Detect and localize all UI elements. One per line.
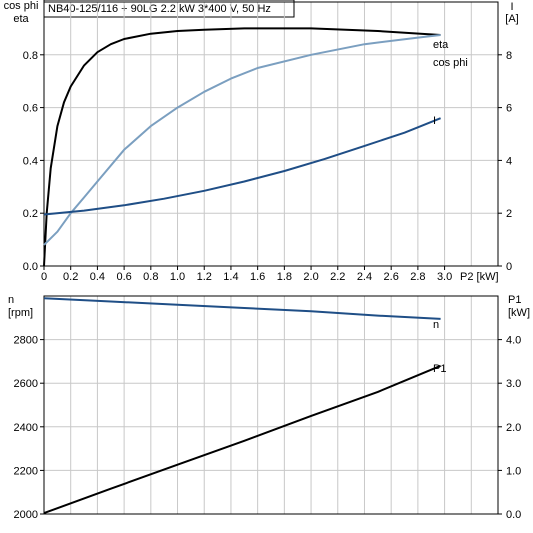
- top-right-tick-label: 2: [506, 208, 512, 220]
- bottom-series-n-label: n: [433, 319, 439, 331]
- bottom-left-tick-label: 2600: [14, 378, 38, 390]
- top-right-tick-label: 4: [506, 155, 512, 167]
- top-x-tick-label: 0.4: [90, 271, 105, 283]
- top-series-eta-line: [43, 27, 441, 267]
- top-x-tick-label: 2.4: [357, 271, 372, 283]
- bottom-right-tick-label: 2.0: [506, 422, 521, 434]
- top-y-right-label-1: I: [510, 1, 513, 13]
- bottom-left-tick-label: 2200: [14, 465, 38, 477]
- top-x-tick-label: 1.6: [250, 271, 265, 283]
- top-series-cos-phi-line: [43, 34, 441, 246]
- top-right-tick-label: 6: [506, 103, 512, 115]
- top-series-cos-phi-label: cos phi: [433, 57, 468, 69]
- bottom-right-tick-label: 4.0: [506, 335, 521, 347]
- bottom-y-right-label-2: [kW]: [508, 307, 530, 319]
- top-y-left-label-2: eta: [13, 13, 29, 25]
- top-left-tick-label: 0.8: [23, 50, 38, 62]
- top-x-tick-label: 3.0: [437, 271, 452, 283]
- bottom-left-tick-label: 2000: [14, 509, 38, 521]
- bottom-series-p1-line: [43, 364, 441, 515]
- bottom-left-tick-label: 2400: [14, 422, 38, 434]
- bottom-series-n-line: [43, 297, 441, 320]
- top-series-i-line: [43, 117, 441, 216]
- bottom-y-right-label-1: P1: [508, 294, 521, 306]
- top-series-i-label: I: [433, 115, 436, 127]
- bottom-right-tick-label: 0.0: [506, 509, 521, 521]
- bottom-y-left-label-1: n: [8, 294, 14, 306]
- top-series-eta-label: eta: [433, 39, 449, 51]
- bottom-y-left-label-2: [rpm]: [8, 307, 33, 319]
- top-left-tick-label: 0.2: [23, 208, 38, 220]
- top-left-tick-label: 0.6: [23, 103, 38, 115]
- top-right-tick-label: 0: [506, 261, 512, 273]
- top-x-tick-label: 2.8: [410, 271, 425, 283]
- top-x-tick-label: 1.4: [223, 271, 238, 283]
- top-x-tick-label: 2.2: [330, 271, 345, 283]
- top-left-tick-label: 0.4: [23, 155, 38, 167]
- top-y-left-label-1: cos phi: [4, 0, 39, 12]
- top-x-tick-label: 1.0: [170, 271, 185, 283]
- top-y-right-label-2: [A]: [505, 13, 518, 25]
- top-right-tick-label: 8: [506, 50, 512, 62]
- top-x-tick-label: 2.6: [384, 271, 399, 283]
- top-plot-frame: [43, 1, 499, 267]
- top-x-tick-label: 1.2: [197, 271, 212, 283]
- top-left-tick-label: 0.0: [23, 261, 38, 273]
- top-x-tick-label: 0: [41, 271, 47, 283]
- top-x-tick-label: 0.2: [63, 271, 78, 283]
- top-x-tick-label: 0.8: [143, 271, 158, 283]
- chart-title: NB40-125/116 + 90LG 2.2 kW 3*400 V, 50 H…: [48, 3, 271, 15]
- top-x-tick-label: 0.6: [116, 271, 131, 283]
- top-x-tick-label: 2.0: [303, 271, 318, 283]
- bottom-right-tick-label: 3.0: [506, 378, 521, 390]
- bottom-series-p1-label: P1: [433, 363, 446, 375]
- bottom-plot-frame: [43, 295, 499, 515]
- top-x-tick-label: 1.8: [277, 271, 292, 283]
- bottom-right-tick-label: 1.0: [506, 465, 521, 477]
- top-x-axis-label: P2 [kW]: [460, 271, 499, 283]
- bottom-left-tick-label: 2800: [14, 335, 38, 347]
